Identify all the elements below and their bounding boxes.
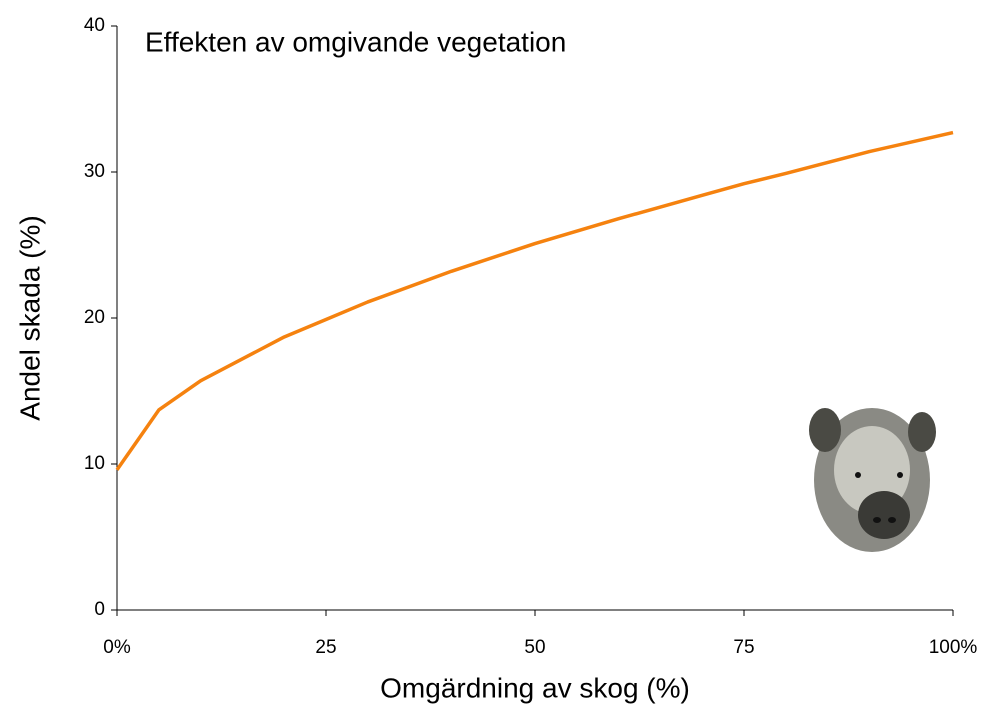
x-tick-label: 100% (929, 637, 978, 658)
x-tick-label: 25 (315, 637, 336, 658)
y-tick-label: 20 (84, 307, 105, 328)
y-tick-label: 0 (94, 599, 105, 620)
x-axis-label: Omgärdning av skog (%) (380, 672, 690, 703)
x-tick-label: 0% (103, 637, 131, 658)
y-tick-label: 10 (84, 453, 105, 474)
chart-title: Effekten av omgivande vegetation (145, 26, 566, 57)
x-tick-label: 50 (524, 637, 545, 658)
chart: Effekten av omgivande vegetation Omgärdn… (0, 0, 999, 719)
boar-illustration (809, 408, 936, 552)
y-axis-label: Andel skada (%) (14, 215, 45, 420)
y-tick-label: 30 (84, 161, 105, 182)
x-tick-label: 75 (733, 637, 754, 658)
y-tick-label: 40 (84, 15, 105, 36)
